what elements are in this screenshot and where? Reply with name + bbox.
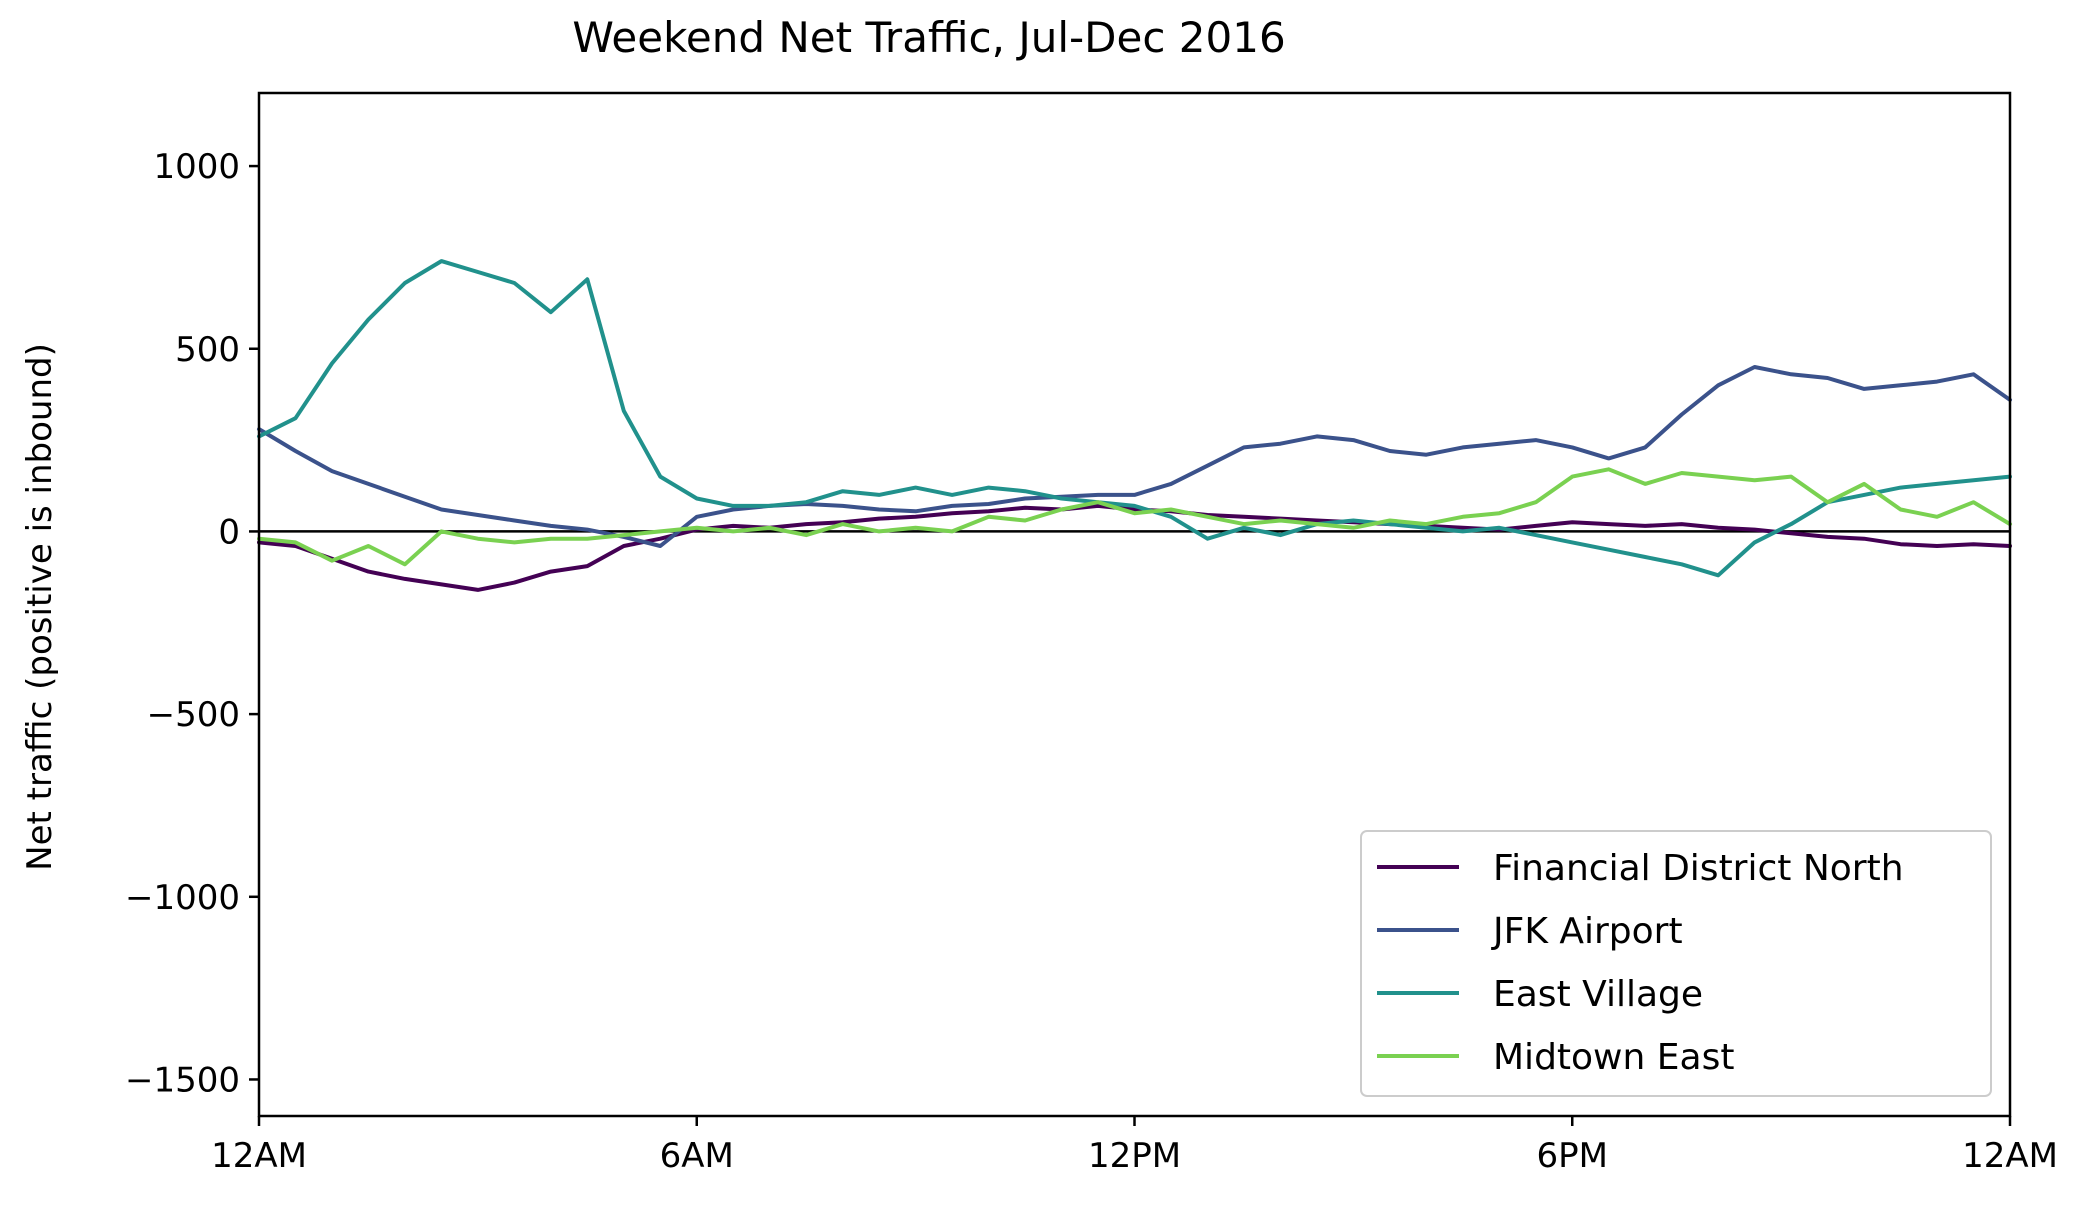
series-line-1 <box>257 365 2012 548</box>
legend-label: East Village <box>1493 974 1703 1015</box>
chart-title: Weekend Net Traffic, Jul-Dec 2016 <box>572 13 1285 62</box>
legend-label: Financial District North <box>1493 848 1904 889</box>
x-tick-label: 6AM <box>660 1136 734 1176</box>
series-layer <box>257 259 2012 592</box>
y-tick-label: 500 <box>175 330 240 370</box>
x-tick-label: 12AM <box>211 1136 307 1176</box>
legend: Financial District North JFK Airport East … <box>1360 830 1992 1097</box>
y-axis-label: Net traffic (positive is inbound) <box>20 343 60 871</box>
y-tick-label: 1000 <box>153 147 240 187</box>
y-tick-label: −1000 <box>125 878 240 918</box>
y-tick-label: −1500 <box>125 1060 240 1100</box>
x-axis: 12AM 6AM 12PM 6PM 12AM <box>211 1116 2058 1176</box>
x-tick-label: 12AM <box>1962 1136 2058 1176</box>
x-tick-label: 12PM <box>1088 1136 1181 1176</box>
series-line-3 <box>257 467 2012 567</box>
y-tick-label: 0 <box>218 512 240 552</box>
legend-box <box>1360 830 1992 1097</box>
series-line-0 <box>257 503 2012 592</box>
y-tick-label: −500 <box>147 695 240 735</box>
x-tick-label: 6PM <box>1537 1136 1608 1176</box>
legend-label: Midtown East <box>1493 1037 1734 1078</box>
y-axis: 1000 500 0 −500 −1000 −1500 <box>125 147 259 1100</box>
series-line-2 <box>257 259 2012 578</box>
legend-label: JFK Airport <box>1491 911 1683 952</box>
